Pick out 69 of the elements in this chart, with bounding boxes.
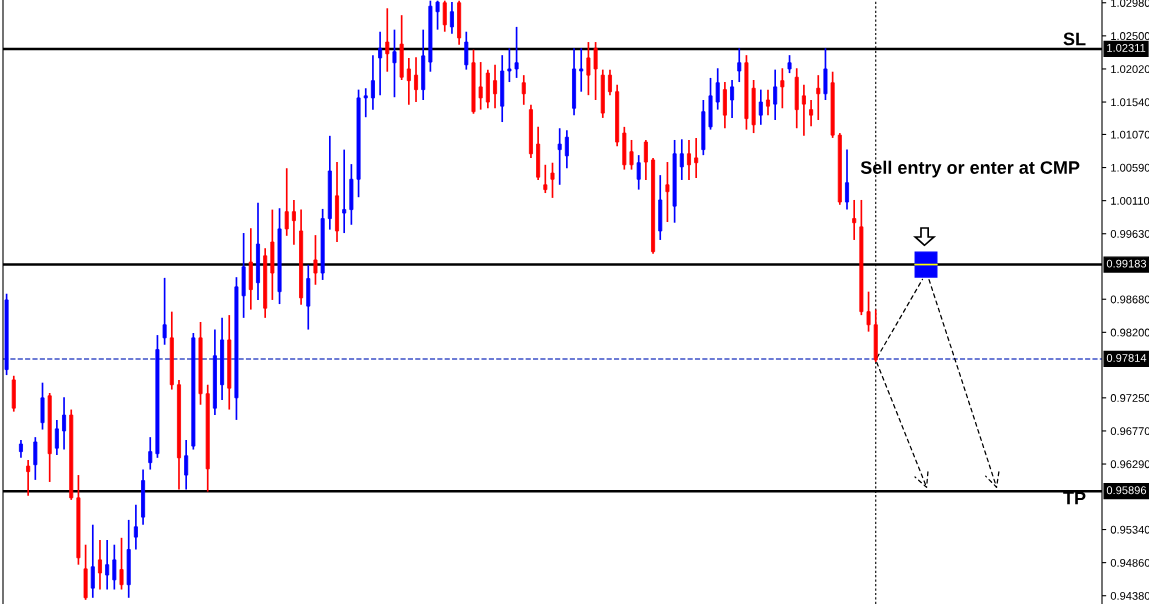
candlestick (478, 61, 483, 111)
candlestick (370, 54, 375, 111)
ref-line-label: 0.95896 (1106, 486, 1147, 495)
candlestick (773, 68, 778, 121)
candlestick (97, 539, 102, 591)
candlestick (665, 161, 670, 223)
candlestick (184, 439, 189, 491)
candlestick (507, 47, 512, 83)
candlestick (679, 138, 684, 181)
candlestick (414, 56, 419, 103)
candlestick (54, 419, 59, 456)
candlestick (780, 67, 785, 110)
candlestick (112, 543, 117, 591)
candlestick (62, 396, 67, 451)
candlestick (607, 68, 612, 96)
candlestick (442, 0, 447, 33)
candlestick (579, 47, 584, 93)
candlestick (557, 127, 562, 186)
candlestick (543, 163, 548, 194)
candlestick (105, 539, 110, 591)
candlestick (765, 88, 770, 116)
candlestick (643, 139, 648, 181)
candlestick (715, 67, 720, 111)
candlestick (816, 74, 821, 121)
annotation: SL (1063, 32, 1086, 46)
candlestick (694, 137, 699, 179)
candlestick (866, 290, 871, 333)
candlestick (33, 436, 38, 481)
candlestick (586, 41, 591, 96)
candlestick (809, 99, 814, 128)
candlestick (730, 79, 735, 119)
candlestick (313, 234, 318, 286)
candlestick (449, 1, 454, 35)
candlestick (801, 83, 806, 137)
candlestick (342, 148, 347, 234)
candlestick (90, 523, 95, 599)
annotation: Sell entry or enter at CMP (860, 160, 1080, 178)
candlestick (629, 139, 634, 171)
candlestick (284, 167, 289, 237)
candlestick (564, 129, 569, 170)
candlestick (636, 154, 641, 191)
annotation: TP (1063, 491, 1086, 505)
ref-line-label: 0.97814 (1106, 354, 1147, 362)
candlestick (514, 26, 519, 79)
candlestick (852, 199, 857, 241)
candlestick (385, 7, 390, 73)
candlestick (378, 30, 383, 96)
candlestick (133, 503, 138, 551)
candlestick (550, 161, 555, 199)
candlestick (521, 74, 526, 106)
candlestick (406, 57, 411, 106)
candlestick (593, 41, 598, 101)
candlestick (845, 148, 849, 211)
candlestick (291, 199, 296, 246)
ref-line-label: 1.02311 (1107, 44, 1146, 52)
candlestick (464, 30, 469, 71)
candlestick (119, 536, 124, 591)
candlestick (686, 139, 691, 181)
y-tick-label: 1.00110 (1111, 196, 1149, 205)
candlestick (26, 459, 31, 497)
candlestick (162, 277, 167, 346)
candlestick (435, 0, 440, 31)
candlestick (493, 63, 498, 110)
candlestick (737, 47, 742, 83)
candlestick (148, 436, 153, 471)
ref-line-label: 0.99183 (1106, 259, 1147, 268)
candlestick (363, 87, 368, 119)
candlestick (758, 88, 763, 126)
candlestick (392, 28, 397, 99)
